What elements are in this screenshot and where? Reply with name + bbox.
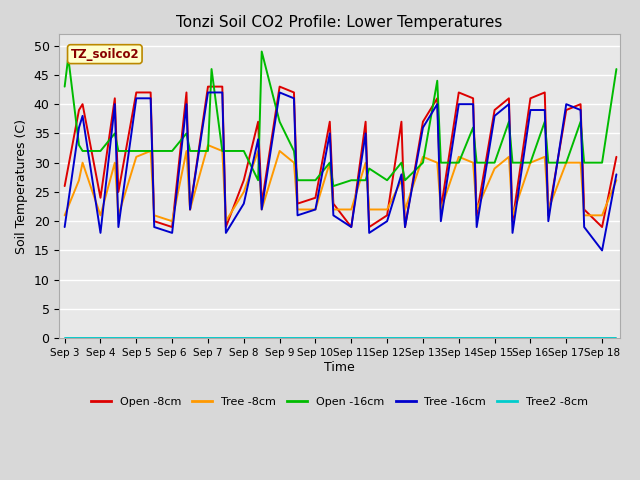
Title: Tonzi Soil CO2 Profile: Lower Temperatures: Tonzi Soil CO2 Profile: Lower Temperatur… — [177, 15, 503, 30]
X-axis label: Time: Time — [324, 360, 355, 374]
Text: TZ_soilco2: TZ_soilco2 — [70, 48, 139, 60]
Legend: Open -8cm, Tree -8cm, Open -16cm, Tree -16cm, Tree2 -8cm: Open -8cm, Tree -8cm, Open -16cm, Tree -… — [86, 393, 593, 411]
Y-axis label: Soil Temperatures (C): Soil Temperatures (C) — [15, 119, 28, 253]
